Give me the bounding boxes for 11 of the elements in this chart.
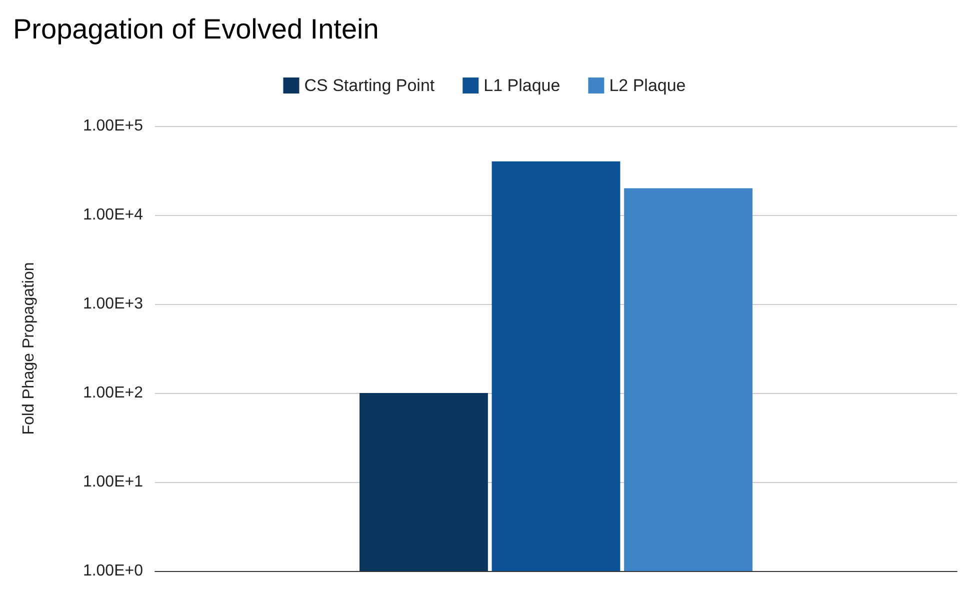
y-tick-label: 1.00E+3 [82,296,144,312]
legend-label: L1 Plaque [484,76,560,95]
chart-title: Propagation of Evolved Intein [13,14,379,44]
y-axis-title: Fold Phage Propagation [20,262,38,435]
y-tick-label: 1.00E+5 [82,118,144,134]
legend-label: L2 Plaque [609,76,686,95]
y-tick-label: 1.00E+0 [82,562,144,580]
y-tick-label: 1.00E+2 [82,384,144,402]
y-tick-label: 1.00E+1 [82,474,144,490]
legend-label: CS Starting Point [304,76,435,95]
y-tick-label: 1.00E+4 [82,206,144,224]
